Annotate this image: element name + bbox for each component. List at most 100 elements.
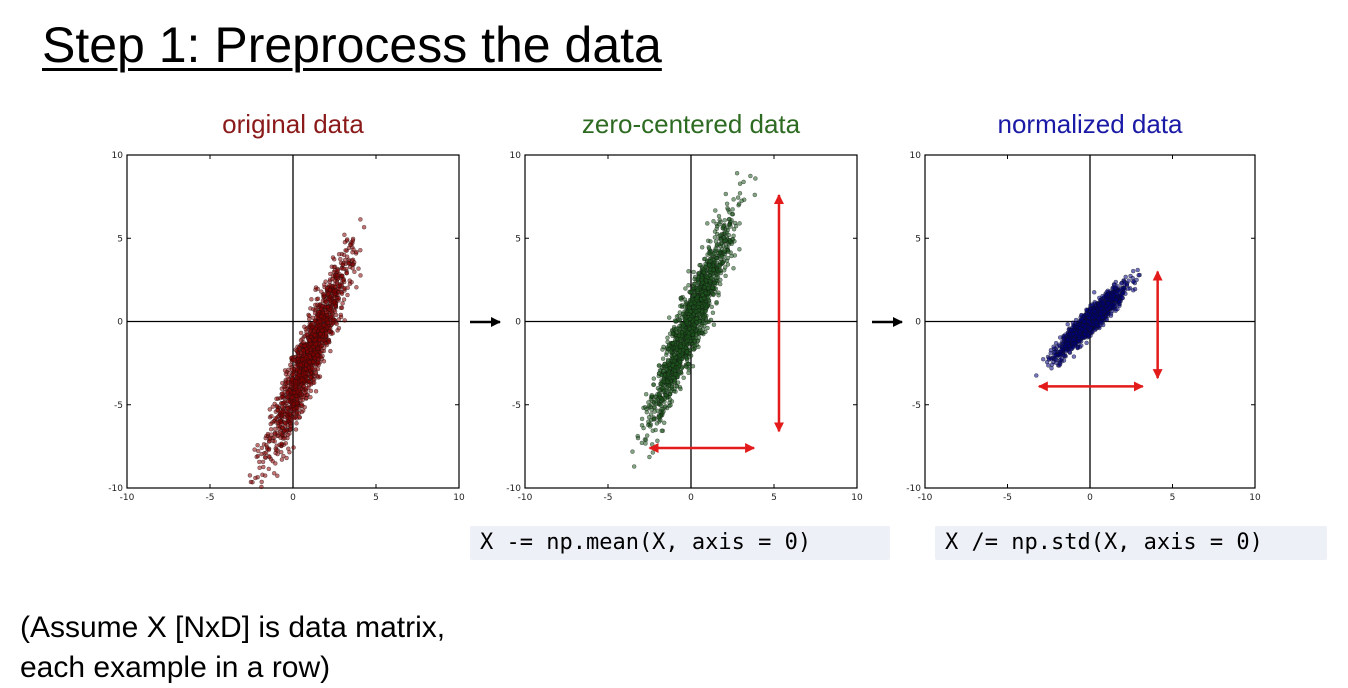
data-point bbox=[678, 296, 683, 301]
data-point bbox=[690, 297, 695, 302]
data-point bbox=[1136, 273, 1141, 278]
data-point bbox=[286, 399, 291, 404]
data-point bbox=[1085, 312, 1090, 317]
data-point bbox=[291, 372, 296, 377]
data-point bbox=[361, 225, 367, 230]
data-point bbox=[665, 379, 671, 385]
data-point bbox=[687, 331, 692, 336]
x-tick-label: -10 bbox=[518, 493, 533, 503]
data-point bbox=[282, 436, 287, 441]
data-point bbox=[344, 271, 349, 276]
data-point bbox=[312, 332, 317, 338]
data-point bbox=[666, 359, 671, 364]
data-point bbox=[311, 352, 316, 357]
data-point bbox=[348, 242, 354, 247]
data-point bbox=[727, 222, 732, 228]
data-point bbox=[716, 293, 721, 298]
data-point bbox=[686, 367, 691, 372]
data-point bbox=[282, 428, 287, 433]
data-point bbox=[721, 224, 726, 229]
y-tick-label: 5 bbox=[117, 234, 123, 244]
data-point bbox=[723, 238, 728, 243]
data-point bbox=[731, 197, 736, 202]
data-point bbox=[657, 371, 662, 376]
data-point bbox=[279, 457, 285, 462]
x-tick-label: 10 bbox=[453, 493, 465, 503]
data-point bbox=[698, 262, 703, 268]
data-point bbox=[1117, 303, 1122, 308]
data-point bbox=[1096, 316, 1101, 321]
x-tick-label: 0 bbox=[1087, 493, 1093, 503]
data-point bbox=[336, 252, 342, 257]
data-point bbox=[666, 371, 671, 377]
data-point bbox=[684, 356, 690, 361]
data-point bbox=[737, 191, 743, 196]
data-point bbox=[717, 250, 723, 256]
data-point bbox=[683, 345, 689, 350]
data-point bbox=[297, 415, 302, 420]
data-point bbox=[319, 314, 324, 319]
data-point bbox=[682, 328, 687, 333]
data-point bbox=[672, 378, 677, 383]
data-point bbox=[712, 229, 718, 234]
data-point bbox=[1094, 319, 1099, 324]
assumption-note: (Assume X [NxD] is data matrix, each exa… bbox=[20, 608, 445, 688]
y-tick-label: -10 bbox=[506, 484, 521, 494]
data-point bbox=[315, 366, 321, 372]
data-point bbox=[650, 442, 655, 447]
data-point bbox=[655, 408, 660, 413]
data-point bbox=[719, 254, 724, 259]
data-point bbox=[741, 179, 746, 185]
data-point bbox=[275, 473, 280, 478]
data-point bbox=[730, 207, 735, 212]
data-point bbox=[332, 309, 338, 314]
data-point bbox=[711, 292, 716, 297]
data-point bbox=[294, 397, 300, 402]
x-tick-label: -5 bbox=[604, 493, 613, 503]
data-point bbox=[1071, 337, 1076, 342]
y-tick-label: -5 bbox=[512, 401, 521, 411]
data-point bbox=[296, 356, 301, 362]
data-point bbox=[248, 479, 254, 485]
data-point bbox=[295, 389, 300, 395]
data-point bbox=[247, 473, 253, 478]
data-point bbox=[315, 286, 320, 292]
data-point bbox=[321, 359, 327, 364]
data-point bbox=[270, 459, 275, 464]
data-point bbox=[664, 367, 669, 372]
data-point bbox=[696, 301, 702, 306]
scatter-plots-figure: original data-10 -5 0 5 10-10-50510zero-cent… bbox=[108, 109, 1261, 503]
data-point bbox=[312, 355, 318, 361]
data-point bbox=[729, 253, 734, 259]
data-point bbox=[295, 405, 300, 410]
data-point bbox=[730, 236, 735, 242]
data-point bbox=[291, 415, 297, 421]
data-point bbox=[274, 403, 280, 409]
data-point bbox=[666, 343, 672, 349]
data-point bbox=[266, 466, 271, 472]
data-point bbox=[724, 201, 730, 206]
data-point bbox=[332, 284, 338, 289]
data-point bbox=[1051, 344, 1056, 349]
mean-center-code: X -= np.mean(X, axis = 0) bbox=[470, 526, 890, 560]
data-point bbox=[718, 237, 723, 242]
data-point bbox=[659, 403, 664, 408]
data-point bbox=[331, 264, 337, 270]
data-point bbox=[630, 449, 635, 454]
data-point bbox=[737, 181, 743, 186]
data-point bbox=[333, 303, 338, 309]
data-point bbox=[293, 384, 298, 389]
data-point bbox=[272, 431, 278, 436]
data-point bbox=[252, 447, 257, 452]
data-point bbox=[296, 346, 302, 351]
data-point bbox=[268, 427, 274, 432]
data-point bbox=[274, 443, 279, 448]
data-point bbox=[337, 283, 342, 288]
data-point bbox=[315, 296, 321, 301]
data-point bbox=[635, 435, 641, 441]
x-tick-label: 5 bbox=[373, 493, 379, 503]
data-point bbox=[660, 406, 665, 412]
data-point bbox=[696, 274, 701, 280]
data-point bbox=[345, 285, 350, 290]
